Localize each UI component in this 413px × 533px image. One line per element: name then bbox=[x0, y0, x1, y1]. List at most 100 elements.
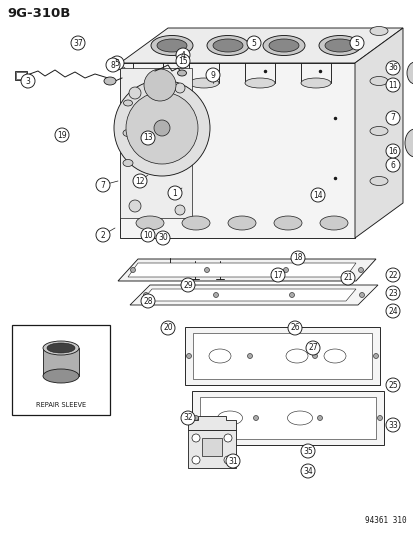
Circle shape bbox=[385, 144, 399, 158]
Circle shape bbox=[186, 353, 191, 359]
Polygon shape bbox=[185, 327, 379, 385]
Ellipse shape bbox=[319, 216, 347, 230]
Circle shape bbox=[223, 434, 231, 442]
Ellipse shape bbox=[300, 78, 330, 88]
Circle shape bbox=[287, 321, 301, 335]
Text: 21: 21 bbox=[342, 273, 352, 282]
Circle shape bbox=[349, 36, 363, 50]
Text: 4: 4 bbox=[180, 51, 185, 60]
Polygon shape bbox=[192, 391, 383, 445]
Circle shape bbox=[358, 293, 363, 297]
Circle shape bbox=[213, 293, 218, 297]
Circle shape bbox=[300, 444, 314, 458]
Polygon shape bbox=[202, 438, 221, 456]
Ellipse shape bbox=[323, 349, 345, 363]
Circle shape bbox=[300, 464, 314, 478]
Polygon shape bbox=[354, 28, 402, 238]
Text: 15: 15 bbox=[178, 56, 188, 66]
Text: 19: 19 bbox=[57, 131, 66, 140]
Text: 33: 33 bbox=[387, 421, 397, 430]
Text: 9: 9 bbox=[210, 70, 215, 79]
Ellipse shape bbox=[212, 39, 242, 52]
Text: 26: 26 bbox=[290, 324, 299, 333]
Circle shape bbox=[161, 321, 175, 335]
Circle shape bbox=[154, 120, 170, 136]
Text: 7: 7 bbox=[100, 181, 105, 190]
Circle shape bbox=[385, 286, 399, 300]
Circle shape bbox=[144, 69, 176, 101]
Circle shape bbox=[141, 228, 154, 242]
Polygon shape bbox=[118, 259, 375, 281]
Text: 31: 31 bbox=[228, 456, 237, 465]
Polygon shape bbox=[188, 430, 235, 468]
Circle shape bbox=[247, 353, 252, 359]
Circle shape bbox=[106, 58, 120, 72]
Circle shape bbox=[377, 416, 382, 421]
Circle shape bbox=[168, 186, 182, 200]
Circle shape bbox=[141, 294, 154, 308]
Text: 18: 18 bbox=[292, 254, 302, 262]
Text: 13: 13 bbox=[143, 133, 152, 142]
Circle shape bbox=[310, 188, 324, 202]
Text: 28: 28 bbox=[143, 296, 152, 305]
Ellipse shape bbox=[262, 36, 304, 55]
Circle shape bbox=[176, 48, 190, 62]
Polygon shape bbox=[188, 416, 235, 430]
Text: 5: 5 bbox=[251, 38, 256, 47]
Text: 7: 7 bbox=[389, 114, 394, 123]
Ellipse shape bbox=[206, 36, 248, 55]
Circle shape bbox=[141, 131, 154, 145]
Ellipse shape bbox=[228, 216, 255, 230]
Circle shape bbox=[96, 228, 110, 242]
Circle shape bbox=[156, 231, 170, 245]
Ellipse shape bbox=[268, 39, 298, 52]
Polygon shape bbox=[43, 348, 79, 376]
Text: REPAIR SLEEVE: REPAIR SLEEVE bbox=[36, 402, 86, 408]
Ellipse shape bbox=[324, 39, 354, 52]
Bar bbox=[12, 325, 110, 415]
Circle shape bbox=[385, 378, 399, 392]
Ellipse shape bbox=[104, 77, 116, 85]
Circle shape bbox=[71, 36, 85, 50]
Circle shape bbox=[110, 56, 124, 70]
Ellipse shape bbox=[182, 216, 209, 230]
Polygon shape bbox=[130, 285, 377, 305]
Polygon shape bbox=[199, 397, 375, 439]
Circle shape bbox=[206, 68, 219, 82]
Circle shape bbox=[271, 268, 284, 282]
Text: 1: 1 bbox=[172, 189, 177, 198]
Circle shape bbox=[358, 268, 363, 272]
Circle shape bbox=[143, 293, 148, 297]
Text: 94361 310: 94361 310 bbox=[365, 516, 406, 525]
Circle shape bbox=[180, 411, 195, 425]
Text: 22: 22 bbox=[387, 271, 397, 279]
Ellipse shape bbox=[47, 343, 75, 353]
Ellipse shape bbox=[244, 78, 274, 88]
Polygon shape bbox=[120, 28, 402, 63]
Text: 14: 14 bbox=[312, 190, 322, 199]
Ellipse shape bbox=[123, 159, 133, 166]
Text: 6: 6 bbox=[389, 160, 394, 169]
Ellipse shape bbox=[123, 130, 133, 136]
Circle shape bbox=[180, 278, 195, 292]
Circle shape bbox=[247, 36, 260, 50]
Circle shape bbox=[385, 418, 399, 432]
Circle shape bbox=[385, 304, 399, 318]
Text: 9G-310B: 9G-310B bbox=[7, 7, 70, 20]
Ellipse shape bbox=[43, 369, 79, 383]
Circle shape bbox=[385, 61, 399, 75]
Circle shape bbox=[385, 268, 399, 282]
Bar bbox=[16, 72, 26, 79]
Ellipse shape bbox=[157, 39, 187, 52]
Text: 27: 27 bbox=[307, 343, 317, 352]
Ellipse shape bbox=[287, 411, 312, 425]
Ellipse shape bbox=[318, 36, 360, 55]
Text: 25: 25 bbox=[387, 381, 397, 390]
Circle shape bbox=[114, 80, 209, 176]
Circle shape bbox=[289, 293, 294, 297]
Ellipse shape bbox=[123, 100, 132, 106]
Circle shape bbox=[55, 128, 69, 142]
Circle shape bbox=[312, 353, 317, 359]
Circle shape bbox=[133, 174, 147, 188]
Circle shape bbox=[385, 111, 399, 125]
